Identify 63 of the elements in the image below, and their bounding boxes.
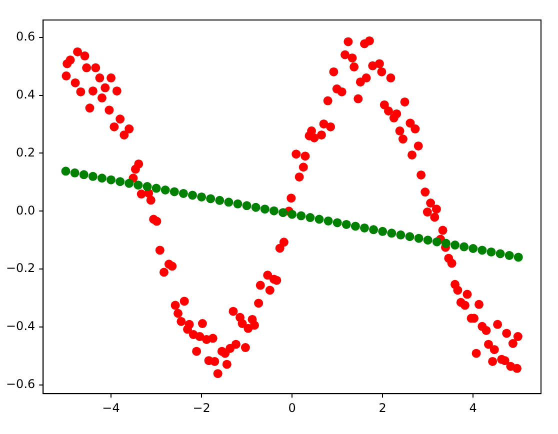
point	[387, 228, 396, 238]
point	[97, 174, 106, 183]
point	[396, 230, 406, 240]
point	[152, 184, 161, 193]
point	[350, 222, 360, 231]
point	[170, 187, 179, 196]
x-tick-label: 2	[378, 400, 386, 415]
point	[306, 213, 315, 222]
point	[478, 246, 487, 255]
point	[405, 232, 414, 242]
point	[468, 244, 478, 254]
point	[106, 175, 116, 184]
point	[79, 170, 88, 180]
point	[142, 182, 152, 192]
point	[251, 202, 260, 212]
point	[215, 196, 224, 205]
point	[242, 201, 252, 210]
point	[260, 204, 270, 214]
point	[378, 226, 388, 236]
point	[233, 199, 242, 208]
point	[278, 208, 288, 218]
y-tick-label: −0.4	[6, 319, 36, 334]
x-tick-label: −2	[192, 400, 210, 415]
point	[324, 216, 333, 226]
point	[450, 240, 460, 250]
point	[124, 178, 134, 188]
point	[178, 188, 188, 198]
point	[116, 177, 125, 186]
point	[432, 237, 442, 246]
point	[504, 250, 514, 260]
x-tick-label: 4	[469, 400, 477, 415]
point	[188, 190, 197, 200]
point	[514, 252, 523, 262]
y-tick-label: 0.2	[16, 145, 36, 160]
point	[369, 225, 378, 234]
point	[441, 238, 450, 248]
point	[224, 198, 234, 207]
point	[342, 220, 351, 229]
point	[332, 218, 342, 228]
point	[197, 192, 206, 202]
y-tick-label: −0.2	[6, 261, 36, 276]
point	[496, 249, 505, 258]
point	[460, 242, 469, 252]
point	[423, 236, 432, 245]
point	[160, 186, 170, 195]
point	[206, 194, 216, 204]
x-tick-label: 0	[288, 400, 296, 415]
point	[61, 166, 70, 176]
point	[296, 211, 306, 220]
y-tick-label: 0.0	[16, 203, 36, 218]
point	[414, 234, 424, 243]
point	[134, 180, 143, 190]
y-tick-label: 0.4	[16, 87, 36, 102]
point	[70, 168, 80, 178]
y-tick-label: −0.6	[6, 377, 36, 392]
point	[288, 210, 297, 219]
point	[360, 223, 369, 232]
point	[269, 206, 278, 216]
point	[314, 214, 324, 224]
point	[88, 172, 98, 181]
y-tick-label: 0.6	[16, 30, 36, 44]
x-tick-label: −4	[102, 400, 120, 415]
point	[486, 247, 496, 256]
